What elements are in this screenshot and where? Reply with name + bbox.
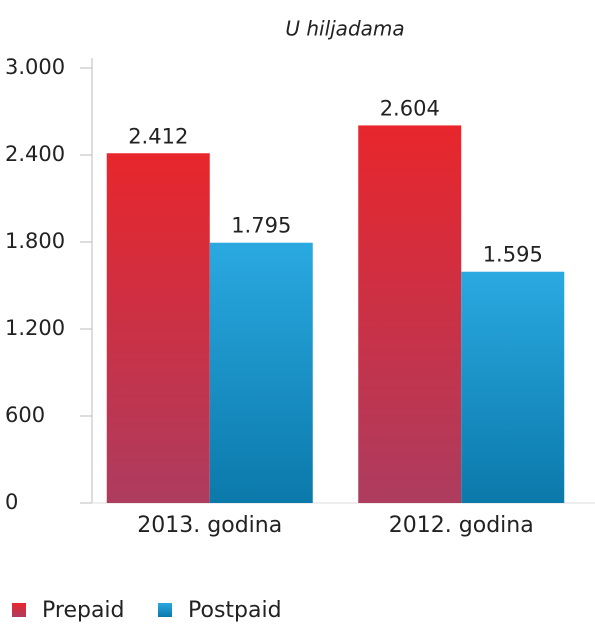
y-tick-label: 1.800 xyxy=(5,229,65,253)
legend-label: Prepaid xyxy=(42,598,125,623)
legend-label: Postpaid xyxy=(188,598,282,623)
bar xyxy=(106,153,210,503)
x-tick-label: 2013. godina xyxy=(137,513,282,538)
value-label: 1.595 xyxy=(483,243,543,267)
bar xyxy=(358,125,462,504)
y-tick-label: 3.000 xyxy=(5,55,65,79)
value-label: 1.795 xyxy=(231,214,291,238)
bar xyxy=(461,271,565,503)
x-tick-label: 2012. godina xyxy=(389,513,534,538)
legend-swatch xyxy=(158,603,172,617)
y-tick-label: 2.400 xyxy=(5,142,65,166)
value-label: 2.412 xyxy=(128,124,188,148)
chart-subtitle: U hiljadama xyxy=(285,17,404,41)
y-tick-label: 0 xyxy=(5,490,18,514)
bar xyxy=(209,242,313,503)
value-label: 2.604 xyxy=(380,96,440,120)
y-tick-label: 600 xyxy=(5,403,45,427)
y-tick-label: 1.200 xyxy=(5,316,65,340)
legend-swatch xyxy=(12,603,26,617)
